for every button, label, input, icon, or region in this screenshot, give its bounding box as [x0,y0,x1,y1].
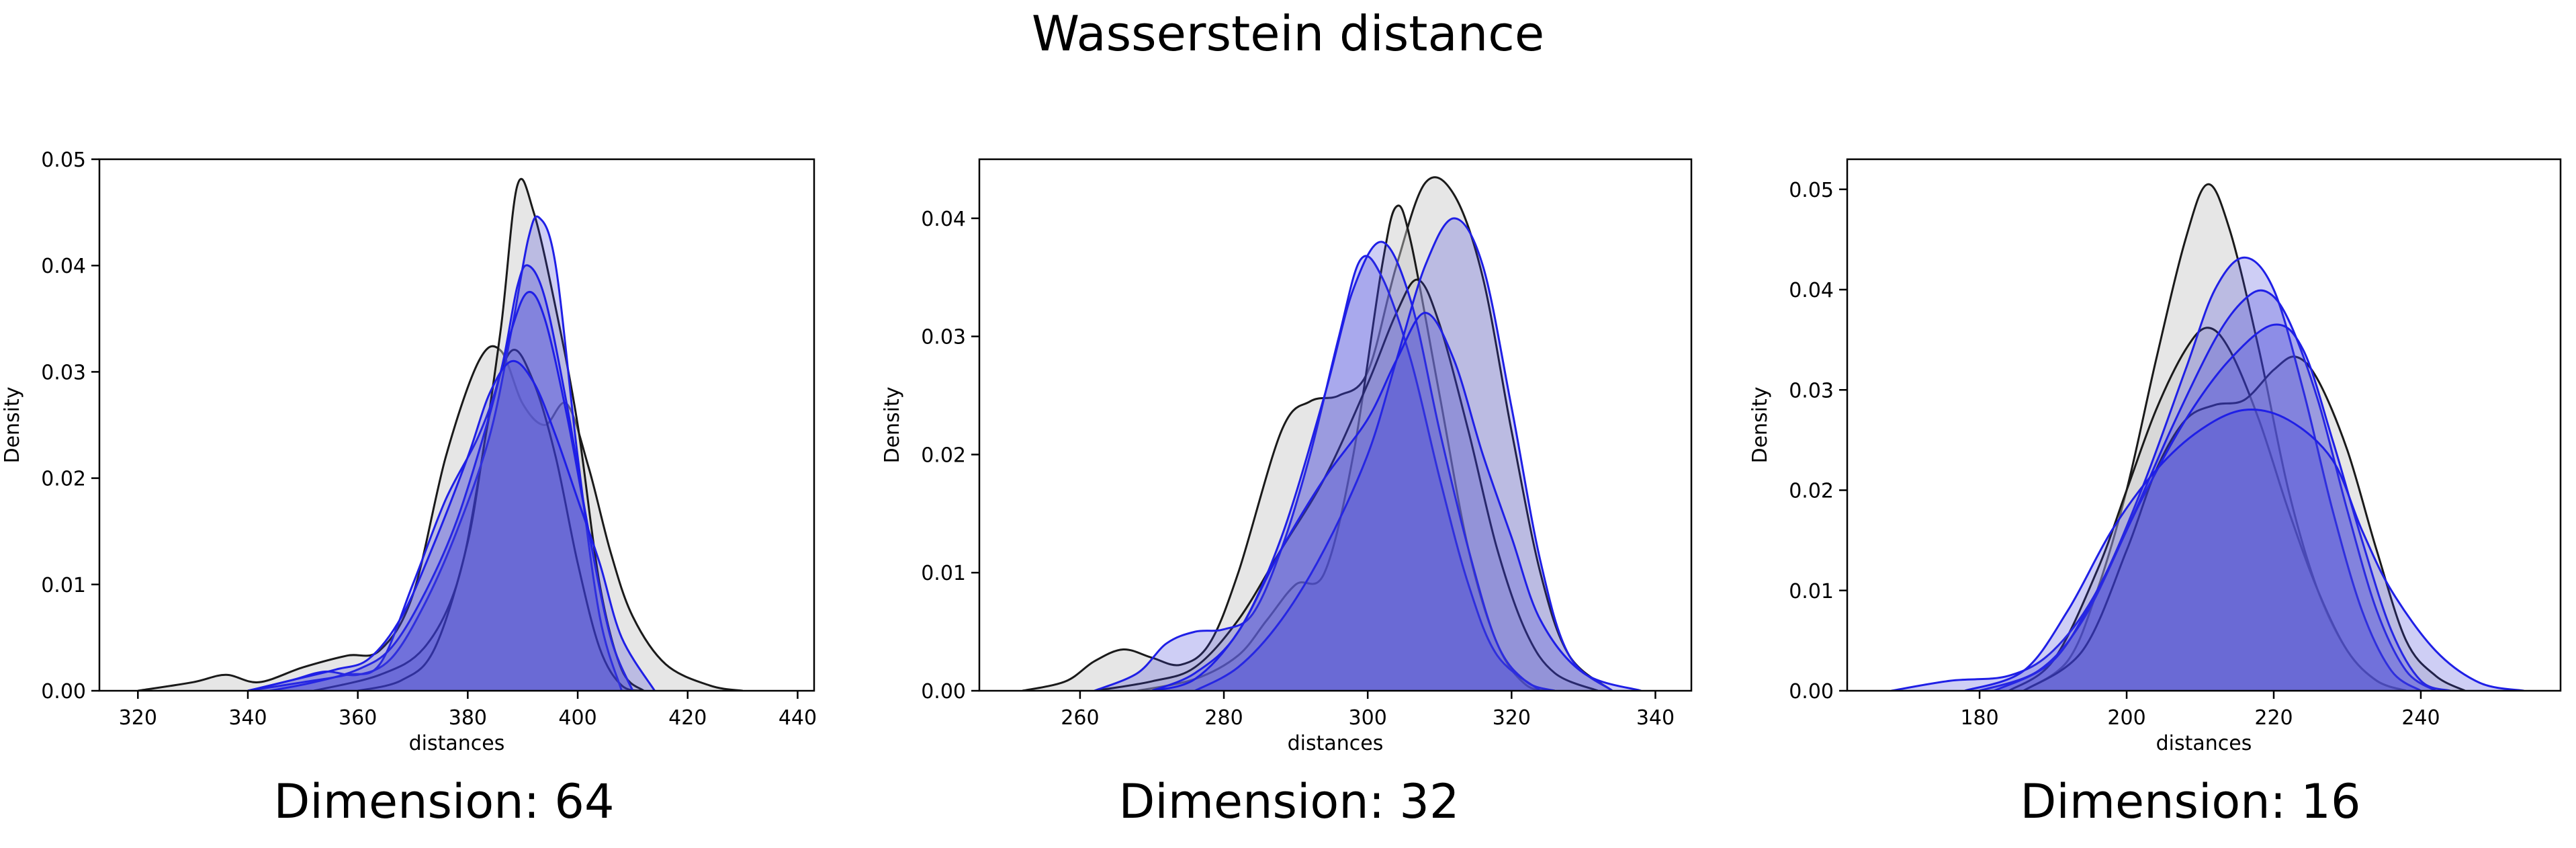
x-axis-label: distances [1288,732,1384,755]
x-tick-label: 240 [2401,706,2440,730]
density-area-blue [1980,290,2436,691]
density-area-blue [1994,324,2450,691]
density-line-black [1022,176,1613,691]
x-tick-label: 280 [1204,706,1243,730]
density-line-blue [247,359,656,691]
y-tick-label: 0.00 [1789,680,1834,704]
panel-caption: Dimension: 64 [273,774,615,829]
x-tick-label: 340 [228,706,267,730]
density-area-blue [248,361,655,691]
y-axis-label: Density [1,386,24,463]
density-line-blue [1151,311,1642,691]
plot-area [1891,183,2524,691]
y-tick-label: 0.03 [41,361,86,384]
x-tick-label: 220 [2254,706,2293,730]
density-area-blue [1152,312,1642,691]
chart-panel-dimension-64: 320 340 360 380 400 420 440 0.00 0.01 0.02 0.03 0.0… [1,149,817,755]
density-area-blue [1152,241,1555,691]
x-tick-label: 440 [779,706,817,730]
plot-area [138,177,743,691]
density-line-blue [1891,256,2422,691]
x-axis-label: distances [2156,732,2252,755]
x-tick-label: 380 [449,706,487,730]
y-tick-label: 0.00 [921,680,966,704]
density-line-black [2008,327,2407,691]
density-area-black [357,349,644,691]
x-tick-label: 320 [119,706,157,730]
density-line-blue [1979,289,2436,691]
density-area-blue [248,265,633,691]
axes-frame [1846,158,2562,692]
x-tick-label: 340 [1636,706,1675,730]
density-line-blue [1964,409,2524,691]
density-line-blue [1994,323,2451,691]
density-line-black [357,349,644,691]
y-tick-label: 0.04 [1789,279,1834,302]
x-tick-label: 200 [2107,706,2145,730]
chart-panel-dimension-32: 260 280 300 320 340 0.00 0.01 0.02 0.03 0.04 dista… [881,158,1693,755]
chart-panel-dimension-16: 180 200 220 240 0.00 0.01 0.02 0.03 0.04 0.05 dist… [1748,158,2562,755]
density-area-blue [1094,255,1541,691]
x-tick-label: 180 [1960,706,1998,730]
panel-caption: Dimension: 16 [2020,774,2361,829]
y-axis-label: Density [1748,386,1772,463]
density-area-black [1137,205,1555,691]
y-tick-label: 0.01 [1789,580,1834,603]
density-line-black [138,345,743,691]
y-tick-label: 0.03 [921,326,966,349]
x-tick-label: 260 [1061,706,1099,730]
plot-area [1022,176,1642,691]
y-tick-label: 0.05 [41,149,86,172]
axes-frame [978,158,1693,692]
y-tick-label: 0.01 [41,574,86,597]
density-area-black [1022,177,1613,691]
y-tick-label: 0.02 [41,468,86,491]
density-area-black [138,346,743,691]
density-area-black [2023,356,2465,691]
figure-title: Wasserstein distance [1031,5,1545,62]
y-tick-label: 0.04 [921,208,966,231]
density-line-black [2023,355,2466,691]
x-tick-label: 420 [668,706,707,730]
y-tick-label: 0.05 [1789,179,1834,202]
density-area-blue [1195,218,1613,691]
x-tick-label: 320 [1493,706,1531,730]
y-tick-label: 0.04 [41,255,86,278]
panel-caption: Dimension: 32 [1118,774,1460,829]
y-tick-label: 0.00 [41,680,86,704]
x-axis-label: distances [409,732,505,755]
density-area-blue [248,216,622,691]
y-tick-label: 0.02 [1789,480,1834,503]
x-tick-label: 360 [339,706,377,730]
y-axis-label: Density [881,386,904,463]
density-line-blue [1194,217,1613,691]
x-tick-label: 300 [1349,706,1387,730]
density-line-black [313,177,645,691]
x-tick-label: 400 [558,706,596,730]
density-area-black [2023,184,2407,691]
y-tick-label: 0.03 [1789,379,1834,402]
y-tick-label: 0.02 [921,443,966,467]
y-tick-label: 0.01 [921,562,966,585]
density-area-black [1094,280,1598,691]
density-area-blue [269,292,633,691]
axes-frame [98,158,815,692]
density-area-black [314,179,644,691]
density-area-blue [1965,409,2524,691]
